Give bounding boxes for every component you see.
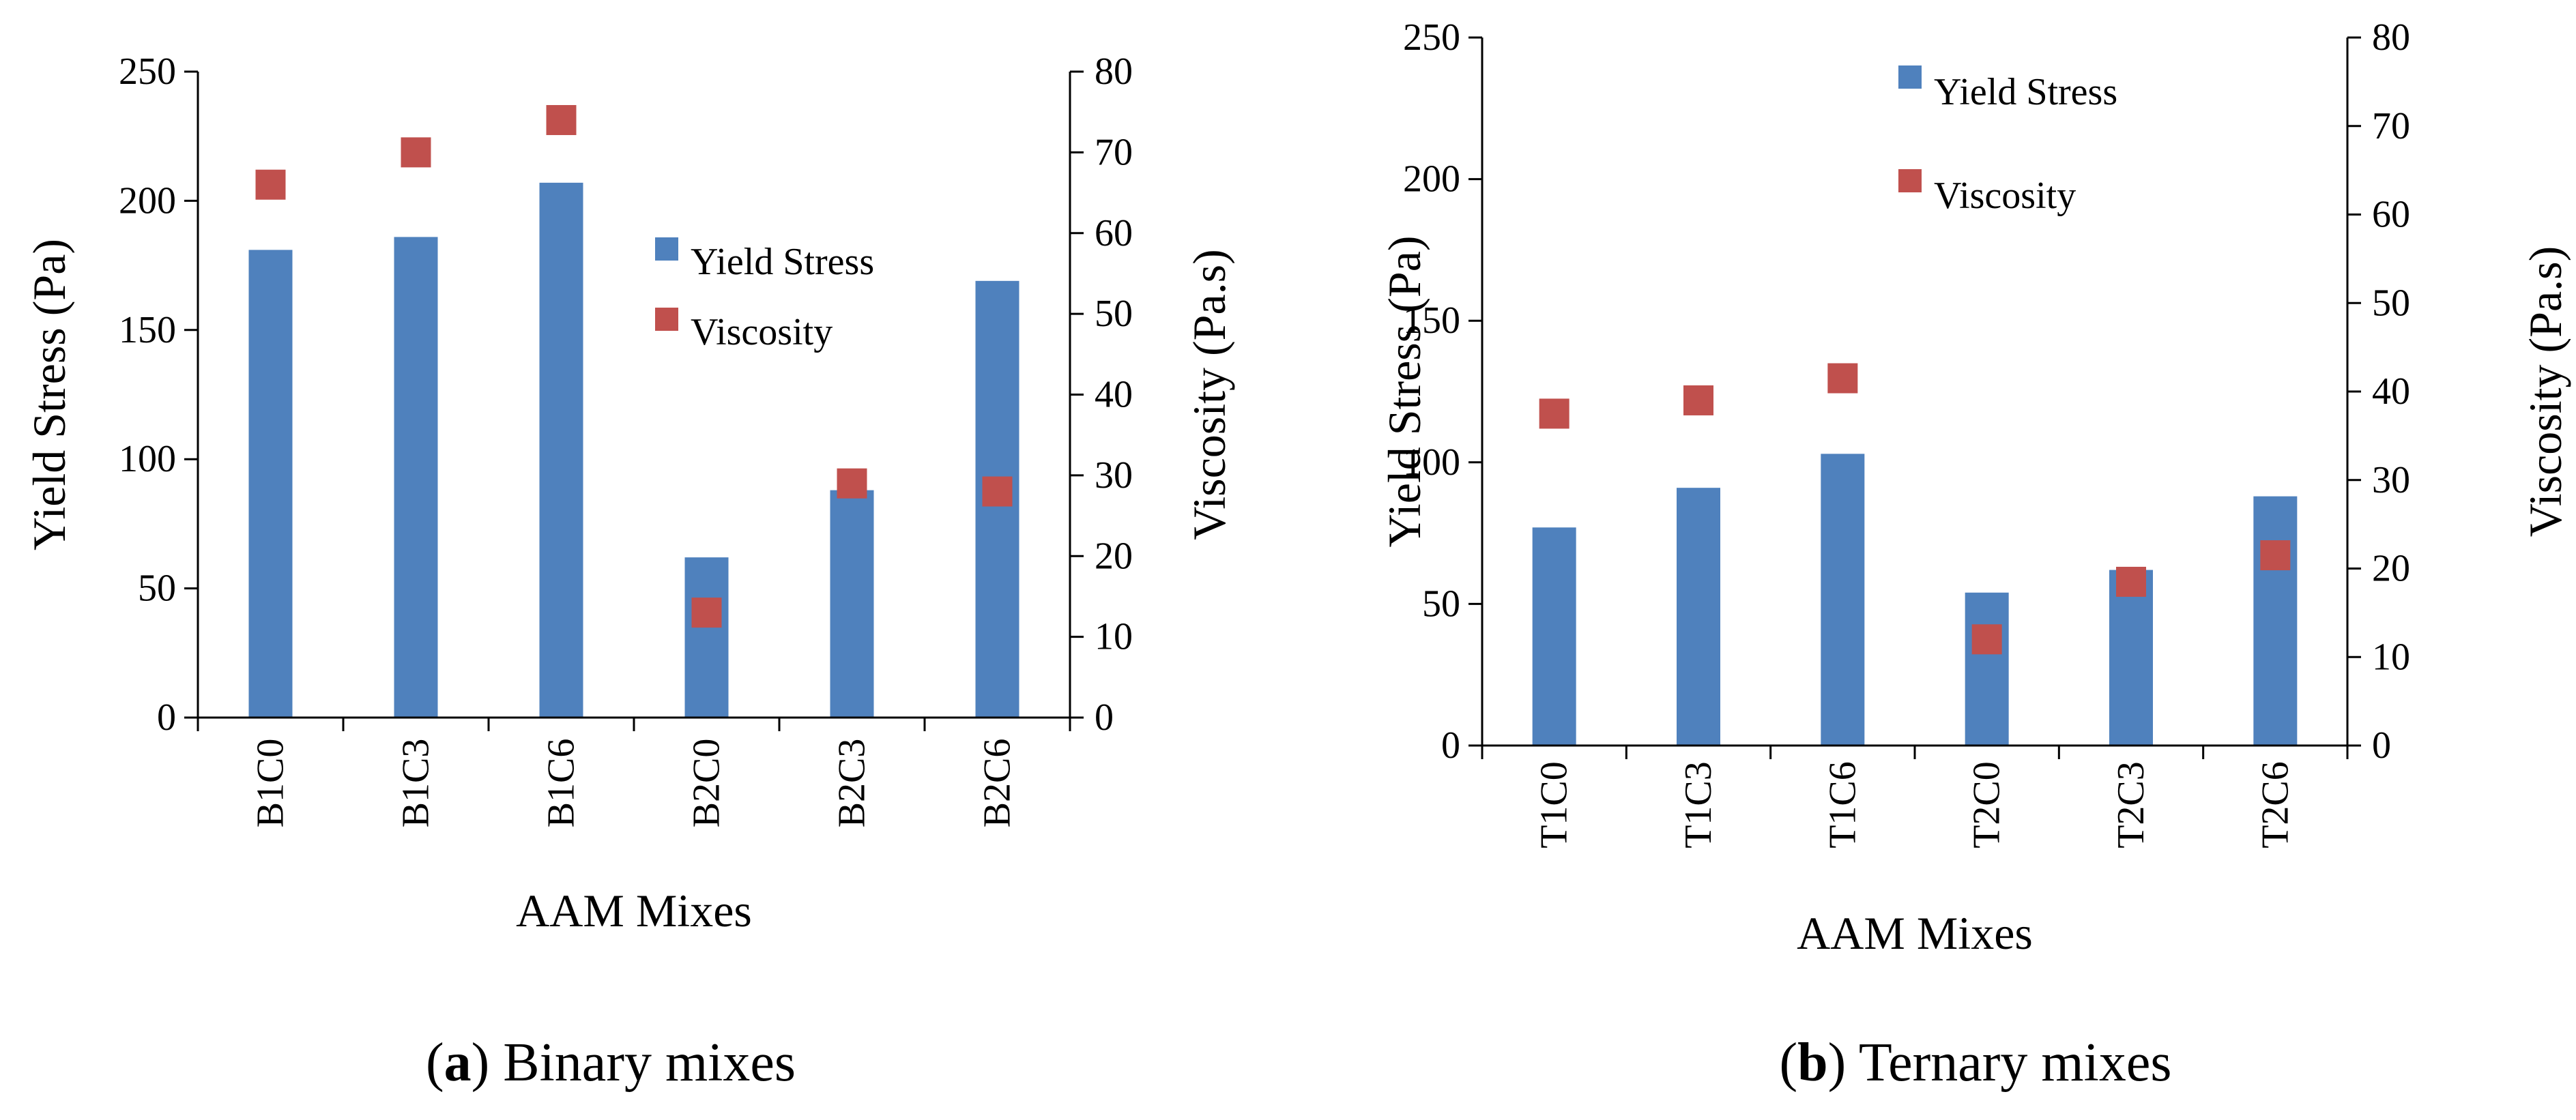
- x-tick-label: B2C0: [686, 739, 728, 828]
- caption-letter: b: [1797, 1033, 1828, 1093]
- right-tick-label: 40: [1095, 374, 1133, 416]
- y-axis-title: Yield Stress (Pa): [1378, 235, 1430, 547]
- panel-caption: (b) Ternary mixes: [1779, 1033, 2171, 1093]
- x-tick-label: B1C0: [250, 739, 292, 828]
- left-tick-label: 100: [119, 438, 176, 480]
- bar-yield-stress-T2C6: [2253, 496, 2298, 746]
- marker-viscosity-T1C6: [1827, 363, 1858, 394]
- right-tick-label: 30: [1095, 454, 1133, 497]
- x-tick-label: T1C3: [1677, 761, 1720, 849]
- marker-viscosity-T2C0: [1971, 624, 2002, 655]
- right-tick-label: 30: [2372, 459, 2410, 501]
- caption-text: Ternary mixes: [1859, 1033, 2172, 1093]
- y2-axis-title: Viscosity (Pa.s): [2519, 246, 2571, 537]
- right-tick-label: 80: [1095, 50, 1133, 93]
- bar-yield-stress-T1C0: [1532, 527, 1576, 746]
- caption-text: Binary mixes: [503, 1033, 796, 1093]
- legend: Yield Stress Viscosity: [1898, 65, 2117, 217]
- x-tick-label: T2C3: [2110, 761, 2152, 849]
- right-tick-label: 0: [2372, 724, 2391, 767]
- legend-label-yield-stress: Yield Stress: [691, 241, 874, 283]
- right-tick-label: 20: [1095, 535, 1133, 577]
- right-tick-label: 40: [2372, 370, 2410, 413]
- left-tick-label: 150: [119, 309, 176, 351]
- bar-yield-stress-B1C0: [248, 250, 293, 718]
- x-tick-label: B1C3: [395, 739, 437, 828]
- left-tick-label: 0: [157, 696, 176, 739]
- chart-panel-a: 0 50 100 150 200 250 0 10 20 30 40 50 60 70 80 B1C0 B1C3…: [23, 50, 1235, 1093]
- right-tick-label: 50: [1095, 293, 1133, 335]
- left-tick-label: 250: [1403, 16, 1460, 59]
- legend: Yield Stress Viscosity: [655, 237, 874, 353]
- legend-label-viscosity: Viscosity: [1934, 175, 2076, 217]
- chart-panel-b: 0 50 100 150 200 250 0 10 20 30 40 50 60 70 80 T1C0 T1C3…: [1378, 16, 2571, 1093]
- x-tick-label: T1C6: [1821, 761, 1864, 849]
- left-tick-label: 100: [1403, 441, 1460, 484]
- x-tick-label: B1C6: [540, 739, 583, 828]
- bar-yield-stress-B1C6: [539, 182, 583, 718]
- bar-yield-stress-B1C3: [394, 237, 438, 718]
- left-tick-label: 50: [138, 568, 176, 610]
- marker-viscosity-T1C0: [1539, 398, 1569, 429]
- legend-swatch-yield-stress: [655, 237, 678, 261]
- bar-yield-stress-T2C3: [2109, 570, 2153, 746]
- marker-viscosity-T1C3: [1683, 385, 1713, 415]
- marker-viscosity-B1C0: [255, 169, 286, 200]
- right-tick-label: 50: [2372, 282, 2410, 324]
- x-tick-label: T1C0: [1533, 761, 1576, 849]
- x-axis-title: AAM Mixes: [516, 885, 752, 937]
- legend-swatch-yield-stress: [1898, 65, 1922, 89]
- bar-yield-stress-T1C3: [1677, 488, 1720, 746]
- marker-viscosity-B2C6: [982, 476, 1013, 507]
- y-axis-title: Yield Stress (Pa): [23, 239, 75, 550]
- x-tick-label: B2C3: [831, 739, 873, 828]
- legend-swatch-viscosity: [655, 308, 678, 331]
- legend-label-viscosity: Viscosity: [691, 311, 833, 353]
- marker-viscosity-B1C6: [546, 105, 577, 136]
- legend-label-yield-stress: Yield Stress: [1934, 71, 2117, 113]
- x-tick-label: B2C6: [976, 739, 1019, 828]
- bar-yield-stress-T1C6: [1821, 454, 1865, 746]
- left-tick-label: 200: [1403, 158, 1460, 201]
- marker-viscosity-B1C3: [401, 137, 431, 168]
- right-tick-label: 20: [2372, 548, 2410, 590]
- left-tick-label: 0: [1441, 724, 1460, 767]
- panel-caption: (a) Binary mixes: [426, 1033, 796, 1093]
- x-tick-label: T2C6: [2254, 761, 2296, 849]
- bar-yield-stress-T2C0: [1965, 592, 2009, 746]
- right-tick-label: 60: [2372, 194, 2410, 236]
- right-tick-label: 60: [1095, 212, 1133, 254]
- marker-viscosity-T2C6: [2260, 540, 2291, 571]
- bar-yield-stress-B2C3: [830, 490, 874, 718]
- right-tick-label: 80: [2372, 16, 2410, 59]
- marker-viscosity-B2C3: [837, 468, 867, 499]
- right-tick-label: 10: [1095, 616, 1133, 658]
- right-tick-label: 0: [1095, 696, 1114, 739]
- right-tick-label: 70: [2372, 105, 2410, 147]
- marker-viscosity-T2C3: [2116, 566, 2146, 597]
- left-tick-label: 150: [1403, 299, 1460, 342]
- legend-swatch-viscosity: [1898, 169, 1922, 192]
- caption-letter: a: [444, 1033, 472, 1093]
- x-tick-label: T2C0: [1966, 761, 2008, 849]
- left-tick-label: 200: [119, 179, 176, 222]
- bar-yield-stress-B2C0: [684, 557, 729, 718]
- right-tick-label: 10: [2372, 636, 2410, 678]
- left-tick-label: 250: [119, 50, 176, 93]
- marker-viscosity-B2C0: [691, 598, 722, 628]
- left-tick-label: 50: [1422, 583, 1460, 625]
- y2-axis-title: Viscosity (Pa.s): [1183, 249, 1235, 540]
- x-axis-title: AAM Mixes: [1797, 907, 2033, 959]
- right-tick-label: 70: [1095, 131, 1133, 173]
